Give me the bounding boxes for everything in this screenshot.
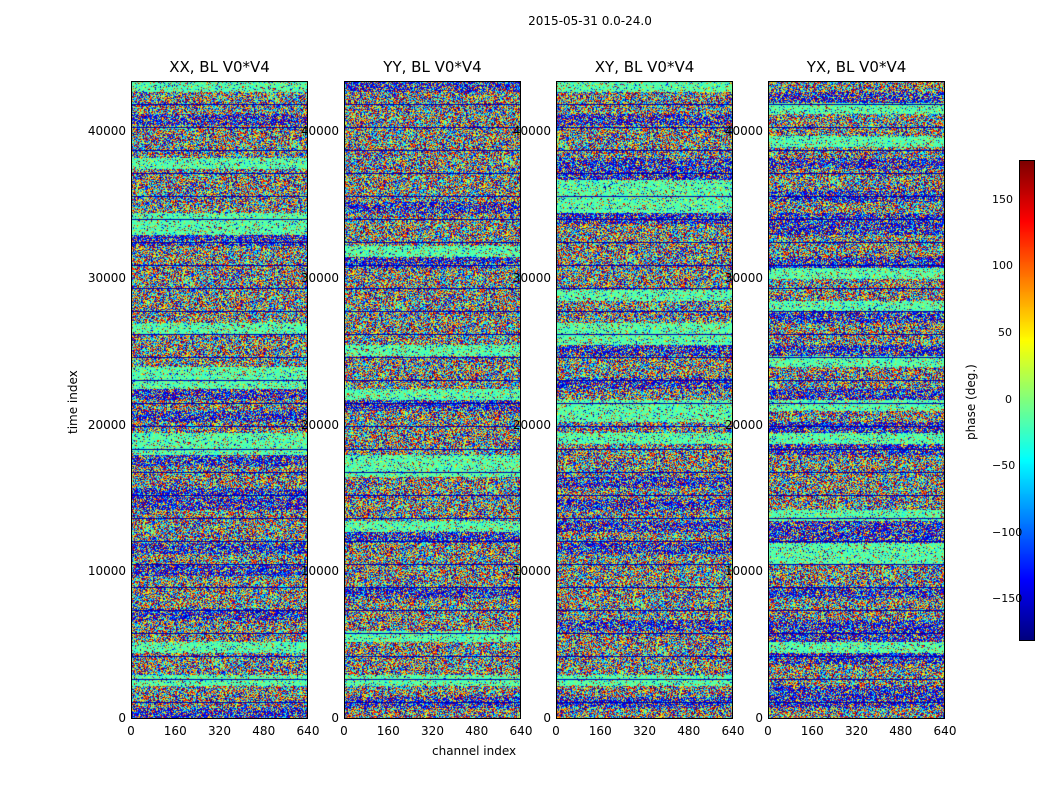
y-tick-label: 40000 bbox=[300, 124, 339, 139]
y-tick-label: 20000 bbox=[724, 417, 763, 432]
heatmap-panel bbox=[131, 81, 308, 719]
y-tick-label: 30000 bbox=[300, 271, 339, 285]
x-tick-label: 320 bbox=[633, 724, 656, 738]
x-tick-label: 640 bbox=[509, 724, 533, 738]
y-tick-label: 40000 bbox=[87, 124, 126, 139]
colorbar-tick-label: −50 bbox=[992, 459, 1016, 473]
colorbar bbox=[1019, 160, 1035, 641]
x-tick-label: 640 bbox=[296, 724, 320, 738]
panel-title: XX, BL V0*V4 bbox=[169, 58, 270, 76]
colorbar-tick-label: −100 bbox=[992, 525, 1023, 539]
y-tick-label: 30000 bbox=[512, 271, 551, 285]
y-tick-label: 10000 bbox=[724, 564, 763, 579]
x-tick-label: 160 bbox=[163, 724, 187, 738]
y-tick-label: 0 bbox=[543, 711, 551, 725]
y-tick-label: 10000 bbox=[300, 564, 339, 579]
x-tick-label: 320 bbox=[208, 724, 231, 738]
x-tick-label: 480 bbox=[465, 724, 489, 738]
y-tick-label: 0 bbox=[755, 711, 763, 725]
x-tick-label: 160 bbox=[588, 724, 612, 738]
heatmap-panel bbox=[556, 81, 733, 719]
x-tick-label: 480 bbox=[889, 724, 913, 738]
y-tick-label: 30000 bbox=[87, 271, 126, 285]
y-tick-label: 0 bbox=[118, 711, 126, 725]
heatmap-image bbox=[556, 81, 733, 719]
y-tick-label: 30000 bbox=[724, 271, 763, 285]
x-tick-label: 160 bbox=[376, 724, 400, 738]
colorbar-gradient bbox=[1020, 161, 1034, 640]
x-tick-label: 0 bbox=[340, 724, 348, 738]
colorbar-label: phase (deg.) bbox=[964, 364, 978, 440]
heatmap-image bbox=[344, 81, 521, 719]
colorbar-tick-label: 0 bbox=[1005, 392, 1012, 406]
y-tick-label: 10000 bbox=[512, 564, 551, 579]
y-tick-label: 40000 bbox=[512, 124, 551, 139]
y-tick-label: 20000 bbox=[300, 417, 339, 432]
heatmap-panel bbox=[344, 81, 521, 719]
figure-title: 2015-05-31 0.0-24.0 bbox=[528, 14, 652, 28]
panel-title: YX, BL V0*V4 bbox=[806, 58, 907, 76]
x-tick-label: 160 bbox=[800, 724, 824, 738]
colorbar-tick-label: 150 bbox=[992, 192, 1013, 206]
heatmap-image bbox=[768, 81, 945, 719]
y-tick-label: 40000 bbox=[724, 124, 763, 139]
x-tick-label: 480 bbox=[252, 724, 276, 738]
y-tick-label: 0 bbox=[331, 711, 339, 725]
x-tick-label: 0 bbox=[764, 724, 772, 738]
panel-title: XY, BL V0*V4 bbox=[594, 58, 695, 76]
x-axis-label: channel index bbox=[432, 744, 517, 758]
heatmap-image bbox=[131, 81, 308, 719]
colorbar-tick-label: 50 bbox=[998, 325, 1012, 339]
colorbar-tick-label: 100 bbox=[992, 259, 1013, 273]
heatmap-panel bbox=[768, 81, 945, 719]
panel-title: YY, BL V0*V4 bbox=[383, 58, 482, 76]
x-tick-label: 640 bbox=[933, 724, 957, 738]
y-tick-label: 20000 bbox=[512, 417, 551, 432]
x-tick-label: 320 bbox=[421, 724, 444, 738]
y-axis-label: time index bbox=[66, 370, 80, 434]
x-tick-label: 320 bbox=[845, 724, 868, 738]
colorbar-tick-label: −150 bbox=[992, 592, 1023, 606]
x-tick-label: 480 bbox=[677, 724, 701, 738]
x-tick-label: 640 bbox=[721, 724, 745, 738]
y-tick-label: 10000 bbox=[87, 564, 126, 579]
x-tick-label: 0 bbox=[127, 724, 135, 738]
x-tick-label: 0 bbox=[552, 724, 560, 738]
y-tick-label: 20000 bbox=[87, 417, 126, 432]
